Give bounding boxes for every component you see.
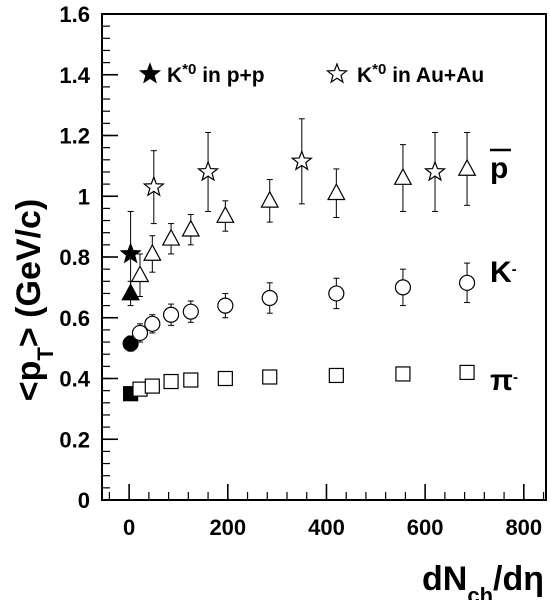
x-tick-label: 200: [209, 515, 246, 540]
point-kminus: [458, 274, 476, 291]
series-label-kminus-sup: -: [512, 261, 517, 278]
x-axis-title-tail: /dη: [493, 560, 544, 598]
x-axis-title-sub: ch: [467, 583, 493, 600]
y-tick-label: 1: [78, 184, 90, 209]
legend-label-kstar-pp: K*0 in p+p: [167, 61, 265, 88]
axis-tick-labels: 0 0.2 0.4 0.6 0.8 1 1.2 1.4 1.6 0 200 400 600 800: [59, 2, 542, 540]
x-tick-label: 800: [505, 515, 542, 540]
point-piminus: [217, 370, 233, 387]
point-pbar_pp: [121, 283, 140, 301]
y-tick-label: 0.6: [59, 306, 90, 331]
legend-label-kstar-auau-main: K: [357, 64, 372, 87]
point-piminus: [328, 367, 344, 384]
x-tick-label: 0: [123, 515, 135, 540]
series-label-piminus: π-: [490, 364, 518, 397]
legend-filled-star: [138, 62, 162, 84]
point-kstar_auau: [290, 149, 313, 171]
point-piminus: [459, 364, 475, 381]
point-pbar: [327, 182, 346, 201]
series-kstar_auau: [142, 118, 447, 225]
y-tick-label: 0: [78, 488, 90, 513]
y-tick-label: 1.2: [59, 124, 90, 149]
point-kminus: [182, 303, 199, 320]
legend-label-kstar-pp-sup: *0: [182, 61, 196, 78]
y-tick-label: 1.6: [59, 2, 90, 27]
point-kminus_pp: [122, 335, 139, 352]
series-labels: p K- π-: [490, 148, 518, 397]
point-pbar: [393, 167, 413, 185]
point-kminus: [131, 324, 149, 342]
series-pbar_pp: [121, 280, 140, 307]
x-axis-title: dNch/dη: [422, 560, 544, 600]
x-tick-label: 600: [407, 515, 444, 540]
y-axis-title-tail: > (GeV/c): [10, 199, 48, 347]
data-marks: [119, 118, 477, 402]
y-tick-label: 0.8: [59, 245, 90, 270]
point-kminus: [328, 285, 345, 302]
y-axis-title: <pT> (GeV/c): [10, 199, 58, 401]
point-piminus: [183, 372, 199, 388]
point-pbar: [181, 219, 201, 237]
series-piminus: [132, 364, 475, 397]
y-axis-title-main: <p: [10, 361, 48, 402]
axis-ticks: [102, 13, 545, 501]
legend: K*0 in p+p K*0 in Au+Au: [138, 61, 484, 88]
point-kstar_auau: [196, 160, 220, 182]
legend-label-kstar-pp-tail: in p+p: [196, 64, 264, 87]
point-piminus: [262, 369, 278, 385]
legend-open-star: [325, 62, 349, 84]
legend-label-kstar-auau-sup: *0: [372, 61, 386, 78]
legend-open-star-marker: [325, 62, 349, 84]
point-kminus: [394, 279, 412, 296]
series-label-piminus-sup: -: [513, 369, 518, 386]
series-kminus_pp: [122, 335, 139, 352]
point-piminus: [144, 378, 160, 394]
point-pbar: [143, 243, 162, 261]
y-tick-label: 0.4: [59, 367, 90, 392]
point-kstar_auau: [423, 160, 447, 182]
legend-filled-star-marker: [138, 62, 162, 84]
point-kminus: [217, 297, 234, 314]
point-kstar_auau: [142, 175, 165, 197]
y-axis-title-sub: T: [33, 347, 58, 361]
point-kstar_pp: [119, 242, 142, 264]
series-kminus: [131, 262, 476, 343]
point-pbar: [130, 264, 150, 283]
legend-label-kstar-pp-main: K: [167, 64, 182, 87]
series-label-kminus-main: K: [490, 256, 512, 289]
point-kminus: [162, 306, 180, 323]
point-pbar: [216, 205, 235, 223]
point-kminus: [144, 315, 161, 332]
series-label-kminus: K-: [490, 256, 517, 289]
point-pbar: [161, 228, 181, 246]
x-tick-label: 400: [308, 515, 345, 540]
point-piminus: [395, 366, 411, 382]
x-axis-title-main: dN: [422, 560, 467, 598]
point-kminus: [261, 289, 278, 307]
point-piminus: [163, 373, 179, 390]
point-pbar: [260, 190, 280, 208]
series-pbar: [130, 131, 477, 297]
legend-label-kstar-auau: K*0 in Au+Au: [357, 61, 484, 88]
point-pbar: [457, 158, 477, 176]
series-label-piminus-main: π: [490, 364, 513, 397]
legend-label-kstar-auau-tail: in Au+Au: [386, 64, 484, 87]
y-tick-label: 0.2: [59, 427, 90, 452]
y-tick-label: 1.4: [59, 63, 90, 88]
series-label-pbar: p: [490, 152, 508, 185]
